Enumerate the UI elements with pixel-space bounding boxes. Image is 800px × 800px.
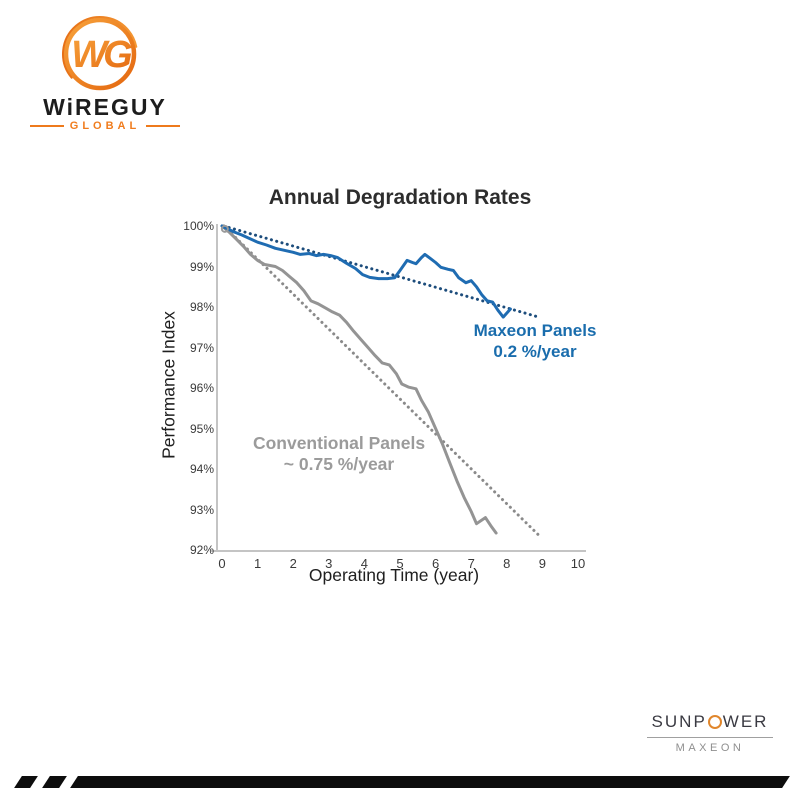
x-tick-label: 9 [538,556,547,571]
x-axis-title: Operating Time (year) [308,565,480,585]
x-tick-label: 2 [289,556,297,571]
maxeon-line [220,224,512,319]
y-tick-label: 98% [189,300,214,314]
series-start-marker [220,224,229,233]
x-tick-label: 3 [325,556,333,571]
y-tick-label: 93% [189,502,214,517]
y-tick-label: 97% [189,340,214,355]
y-tick-label: 99% [189,259,214,274]
wireguy-tagline: GLOBAL [69,120,141,132]
x-tick-label: 4 [360,556,369,571]
sunpower-divider [647,737,773,738]
maxeon-trend-line [222,224,541,319]
y-tick-label: 96% [189,381,214,395]
tagline-left-rule [30,125,64,127]
sunpower-logo: SUNP WER MAXEON [645,712,775,754]
maxeon-annotation-line2: 0.2 %/year [493,342,577,361]
decorative-stripe-bar [70,776,790,788]
conventional-annotation: Conventional Panels ~ 0.75 %/year [253,433,425,475]
degradation-chart: Operating Time (year) Maxeon Panels 0.2 … [170,205,600,595]
y-tick-label: 100% [183,219,214,233]
x-tick-label: 6 [431,556,440,571]
sunpower-name-post: WER [722,712,769,731]
x-tick-label: 7 [467,556,475,571]
wireguy-logo: WG WiREGUY GLOBAL [0,0,220,150]
y-axis-title: Performance Index [158,311,179,459]
x-tick-label: 8 [503,556,511,571]
wireguy-name: WiREGUY [43,94,167,120]
conventional-annotation-line2: ~ 0.75 %/year [283,454,395,474]
y-tick-label: 95% [189,421,214,436]
maxeon-annotation-line1: Maxeon Panels [473,321,597,340]
conventional-trend-line [222,224,543,539]
y-tick-label: 94% [189,462,214,476]
chart-title: Annual Degradation Rates [268,186,532,209]
x-tick-label: 10 [570,556,586,571]
y-tick-label: 92% [189,543,214,557]
conventional-annotation-line1: Conventional Panels [252,433,426,453]
sunpower-o-ring-icon [707,715,722,729]
sunpower-name-pre: SUNP [651,712,707,731]
conventional-line [220,224,498,535]
maxeon-wordmark: MAXEON [675,742,745,754]
svg-text:WG: WG [71,34,132,76]
x-tick-label: 5 [396,556,404,571]
wireguy-tagline-row: GLOBAL [30,120,181,132]
chart-plot-area [211,224,586,552]
decorative-stripe-small-1 [14,776,38,788]
x-tick-label: 1 [253,556,262,571]
maxeon-annotation: Maxeon Panels 0.2 %/year [474,320,597,362]
sunpower-name: SUNP WER [645,712,775,732]
tagline-right-rule [146,125,181,127]
x-tick-label: 0 [218,556,226,571]
decorative-stripe-small-2 [42,776,67,788]
wireguy-monogram-icon: WG [62,16,138,92]
